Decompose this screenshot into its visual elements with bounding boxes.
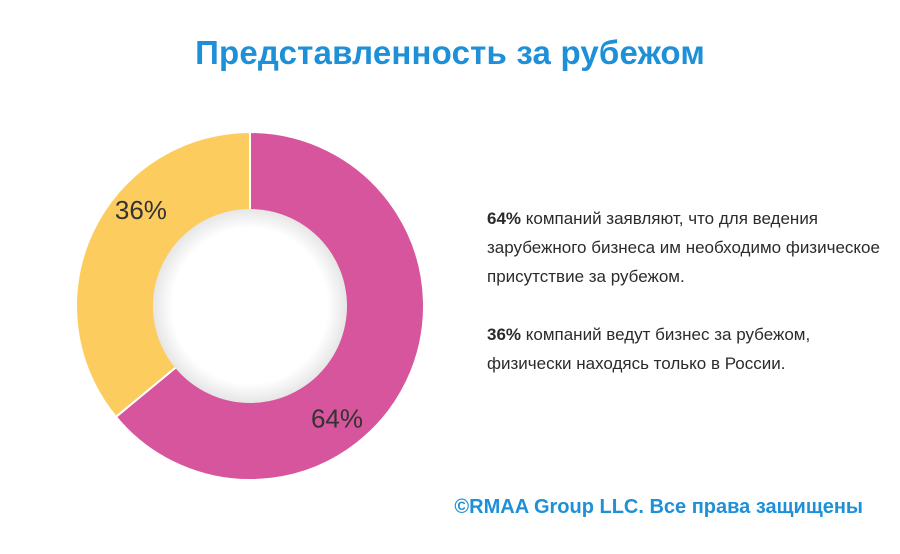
notes-panel: 64% компаний заявляют, что для ведения з… [487, 204, 887, 407]
note-2: 36% компаний ведут бизнес за рубежом, фи… [487, 320, 887, 378]
donut-hole [153, 209, 347, 403]
note-1-text: компаний заявляют, что для ведения заруб… [487, 209, 880, 286]
copyright: ©RMAA Group LLC. Все права защищены [454, 496, 863, 518]
note-2-text: компаний ведут бизнес за рубежом, физиче… [487, 325, 811, 373]
donut-chart-svg: 64% 36% [75, 130, 425, 481]
slice-label-1: 64% [311, 404, 363, 434]
note-1-value: 64% [487, 209, 522, 228]
donut-chart: 64% 36% [60, 118, 440, 494]
note-1: 64% компаний заявляют, что для ведения з… [487, 204, 887, 291]
note-2-value: 36% [487, 325, 522, 344]
slice-label-2: 36% [115, 195, 167, 225]
chart-title: Представленность за рубежом [195, 34, 705, 71]
